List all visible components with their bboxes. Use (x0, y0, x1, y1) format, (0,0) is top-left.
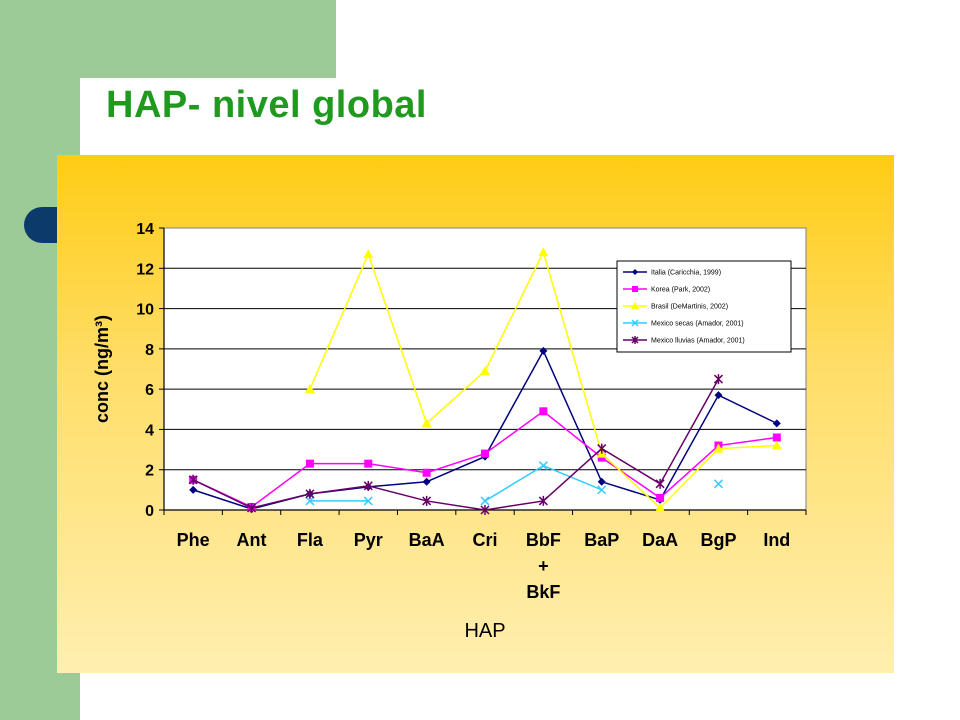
data-point (363, 496, 373, 506)
x-tick-label: BaA (409, 530, 445, 550)
series-line (192, 378, 720, 511)
legend-label: Mexico lluvias (Amador, 2001) (651, 338, 745, 345)
legend-label: Brasil (DeMartinis, 2002) (651, 304, 728, 311)
data-point (597, 477, 606, 486)
series-4 (305, 461, 723, 506)
data-point (422, 495, 432, 506)
x-tick-label: DaA (642, 530, 678, 550)
data-point (713, 479, 723, 489)
data-point (772, 433, 781, 442)
data-point (480, 366, 490, 376)
data-point (421, 418, 432, 428)
data-point (363, 249, 374, 259)
legend-item: Italia (Caricchia, 1999) (623, 269, 721, 277)
data-point (632, 286, 638, 292)
data-point (422, 468, 431, 477)
data-point (538, 247, 549, 257)
x-tick-label: Fla (297, 530, 324, 550)
x-tick-label: Ant (237, 530, 267, 550)
data-point (631, 336, 639, 344)
chart-area: 0 2 4 6 8 10 12 14 Phe Ant Fla Pyr BaA Cri BbF + BkF BaP… (57, 155, 894, 673)
series-3 (304, 247, 782, 512)
data-point (714, 391, 723, 400)
legend-item: Brasil (DeMartinis, 2002) (623, 302, 728, 311)
data-point (305, 459, 314, 468)
data-point (539, 407, 548, 416)
y-tick-label: 2 (145, 463, 154, 480)
data-point (480, 496, 490, 506)
data-point (631, 319, 639, 327)
data-point (656, 493, 665, 502)
data-point (363, 480, 373, 491)
data-point (539, 346, 548, 355)
line-chart: 0 2 4 6 8 10 12 14 Phe Ant Fla Pyr BaA Cri BbF + BkF BaP… (92, 221, 807, 642)
data-point (597, 443, 607, 454)
y-tick-label: 4 (145, 422, 154, 439)
data-point (538, 495, 548, 506)
y-tick-label: 14 (136, 221, 154, 238)
data-point (631, 302, 639, 309)
data-point (247, 502, 257, 513)
y-axis-label: conc (ng/m³) (92, 315, 112, 423)
legend-item: Mexico secas (Amador, 2001) (623, 319, 744, 328)
data-point (597, 453, 606, 462)
x-tick-label: Cri (472, 530, 497, 550)
legend-label: Italia (Caricchia, 1999) (651, 270, 721, 277)
data-point (189, 485, 198, 494)
y-tick-label: 12 (136, 261, 154, 278)
data-point (713, 374, 723, 385)
series-5 (188, 374, 723, 515)
legend-item: Mexico lluvias (Amador, 2001) (623, 336, 745, 345)
data-point (597, 485, 607, 495)
data-point (480, 505, 490, 515)
y-tick-label: 8 (145, 342, 154, 359)
x-axis-label: HAP (464, 620, 505, 642)
x-tick-label: Phe (177, 530, 210, 550)
data-point (364, 459, 373, 468)
y-tick-label: 6 (145, 382, 154, 399)
data-point (771, 440, 782, 450)
data-point (538, 461, 548, 471)
data-point (481, 449, 489, 458)
top-accent-band (0, 0, 336, 78)
x-tick-label: Pyr (354, 530, 383, 550)
slide-title: HAP- nivel global (106, 84, 427, 126)
y-tick-label: 10 (136, 302, 154, 319)
x-tick-label: BaP (584, 530, 619, 550)
data-point (713, 443, 724, 453)
legend-label: Mexico secas (Amador, 2001) (651, 321, 744, 328)
x-tick-label: Ind (763, 530, 790, 550)
legend-label: Korea (Park, 2002) (651, 287, 710, 294)
data-point (305, 496, 315, 506)
data-point (304, 384, 315, 394)
x-tick-label: BbF + BkF (526, 530, 561, 602)
data-point (772, 419, 781, 428)
x-tick-label: BgP (700, 530, 736, 550)
legend-item: Korea (Park, 2002) (623, 286, 710, 294)
data-point (305, 488, 315, 499)
data-point (655, 478, 665, 489)
data-point (188, 474, 198, 485)
data-point (655, 502, 666, 512)
data-point (632, 269, 638, 275)
y-tick-label: 0 (145, 503, 154, 520)
data-point (422, 477, 431, 486)
